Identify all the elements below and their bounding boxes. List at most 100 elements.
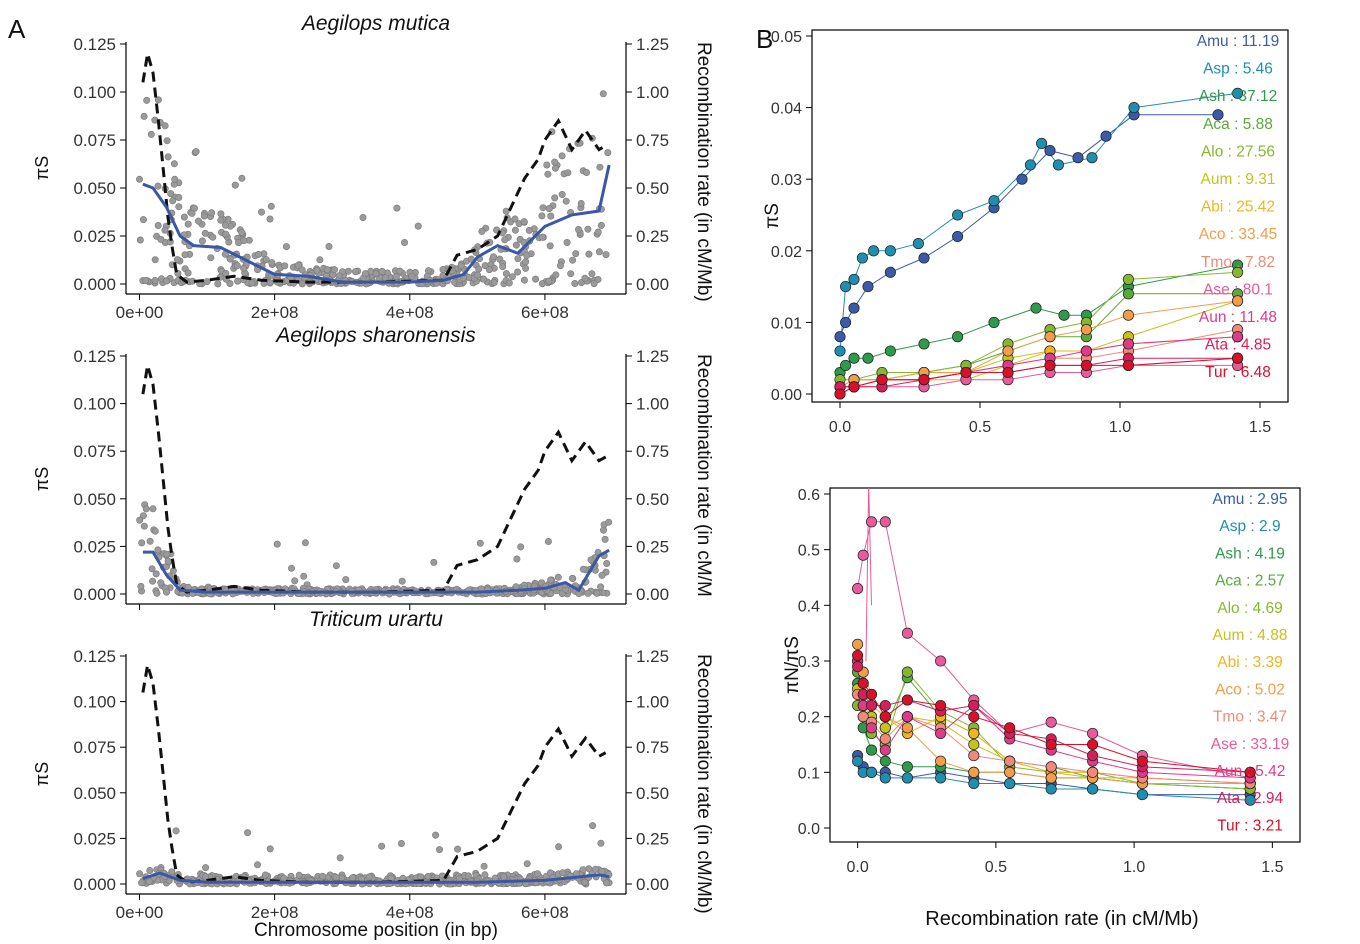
subplot-title: Aegilops mutica xyxy=(300,12,450,35)
series-point xyxy=(879,772,891,784)
pi-s-point xyxy=(511,215,519,223)
legend-entry: Tmo : 3.47 xyxy=(1213,709,1287,726)
y2-tick-label: 0.00 xyxy=(636,585,669,604)
y-tick-label: 0.03 xyxy=(771,172,802,189)
subplot-title: Triticum urartu xyxy=(309,608,443,631)
y-tick-label: 0.00 xyxy=(771,387,802,404)
pi-s-point xyxy=(151,256,159,264)
pi-s-point xyxy=(138,539,146,547)
pi-s-point xyxy=(188,209,196,217)
pi-s-point xyxy=(480,862,488,870)
pi-s-point xyxy=(202,864,210,872)
y-tick-label: 0.075 xyxy=(73,738,116,757)
pi-s-point xyxy=(231,181,239,189)
pi-s-point xyxy=(163,137,171,145)
series-point xyxy=(1045,738,1057,751)
series-point xyxy=(1002,366,1014,379)
series-point xyxy=(1080,345,1092,357)
y-tick-label: 0.000 xyxy=(73,875,116,894)
pi-s-point xyxy=(480,275,488,283)
pi-s-point xyxy=(597,583,605,591)
y-tick-label: 0.02 xyxy=(771,244,802,261)
pi-s-point xyxy=(533,870,541,878)
pi-s-point xyxy=(240,264,248,272)
series-point xyxy=(935,699,947,712)
pi-s-point xyxy=(164,153,172,161)
series-point xyxy=(1136,789,1148,801)
pi-s-point xyxy=(226,255,234,263)
pi-s-point xyxy=(396,267,404,275)
pi-s-point xyxy=(481,871,489,879)
y2-axis-label: Recombination rate (in cM/Mb) xyxy=(693,42,714,302)
pi-s-point xyxy=(387,874,395,882)
pi-s-point xyxy=(172,827,180,835)
y-tick-label: 0.100 xyxy=(73,395,116,414)
pi-s-point xyxy=(142,505,150,513)
pi-s-point xyxy=(397,839,405,847)
pi-s-point xyxy=(295,871,303,879)
pi-s-point xyxy=(180,213,188,221)
y2-tick-label: 0.25 xyxy=(636,537,669,556)
pi-s-point xyxy=(552,271,560,279)
series-point xyxy=(968,766,980,778)
pi-s-point xyxy=(505,279,513,287)
y-tick-label: 0.01 xyxy=(771,315,802,332)
y2-tick-label: 0.75 xyxy=(636,738,669,757)
pi-s-point xyxy=(579,565,587,573)
pi-s-point xyxy=(266,845,274,853)
series-point xyxy=(852,755,864,767)
series-point xyxy=(1045,772,1057,784)
pi-s-point xyxy=(248,279,256,287)
pi-s-point xyxy=(430,558,438,566)
pi-s-point xyxy=(157,235,165,243)
series-point xyxy=(865,766,878,778)
y2-tick-label: 1.00 xyxy=(636,395,669,414)
series-point xyxy=(1058,309,1070,321)
y-tick-label: 0.125 xyxy=(73,647,116,666)
series-point xyxy=(884,245,896,257)
x-tick-label: 1.0 xyxy=(1123,859,1145,876)
pi-s-point xyxy=(538,212,546,220)
pi-s-point xyxy=(435,846,443,854)
series-point xyxy=(952,331,964,343)
series-point xyxy=(1004,766,1016,778)
series-point xyxy=(865,744,878,756)
pi-s-point xyxy=(138,879,146,887)
series-point xyxy=(1045,783,1057,795)
pi-s-point xyxy=(604,149,612,157)
series-spike xyxy=(865,488,872,662)
series-point xyxy=(1244,766,1256,778)
pi-s-point xyxy=(164,557,172,565)
series-point xyxy=(1016,173,1028,185)
pi-s-point xyxy=(547,212,555,220)
pi-s-point xyxy=(551,194,559,202)
pi-s-point xyxy=(593,589,601,597)
legend-entry: Alo : 4.69 xyxy=(1217,600,1283,617)
series-point xyxy=(1036,137,1048,149)
pi-s-point xyxy=(563,239,571,247)
x-tick-label: 1.5 xyxy=(1249,419,1271,436)
y-axis-label: πS xyxy=(32,467,52,491)
pi-s-point xyxy=(365,873,373,881)
pi-s-point xyxy=(140,112,148,120)
series-point xyxy=(1122,338,1134,350)
pi-s-point xyxy=(554,573,562,581)
pi-s-point xyxy=(594,228,602,236)
y-tick-label: 0.050 xyxy=(73,179,116,198)
y2-tick-label: 1.25 xyxy=(636,647,669,666)
series-point xyxy=(879,722,891,734)
pi-s-point xyxy=(154,182,162,190)
pi-s-point xyxy=(195,217,203,225)
y-axis-label: πN/πS xyxy=(782,636,803,694)
series-point xyxy=(1004,777,1016,790)
plot-frame xyxy=(811,29,1289,403)
series-point xyxy=(1045,761,1057,773)
pi-s-point xyxy=(266,279,274,287)
pi-s-point xyxy=(408,272,416,280)
panel-a-subplot-1: Aegilops mutica 0.000 0.025 0.050 0.075 0.100… xyxy=(32,12,714,322)
pi-s-point xyxy=(298,266,306,274)
subplot-title: Aegilops sharonensis xyxy=(274,324,476,347)
pi-s-point xyxy=(587,556,595,564)
pi-s-point xyxy=(547,576,555,584)
y2-tick-label: 0.00 xyxy=(636,875,669,894)
